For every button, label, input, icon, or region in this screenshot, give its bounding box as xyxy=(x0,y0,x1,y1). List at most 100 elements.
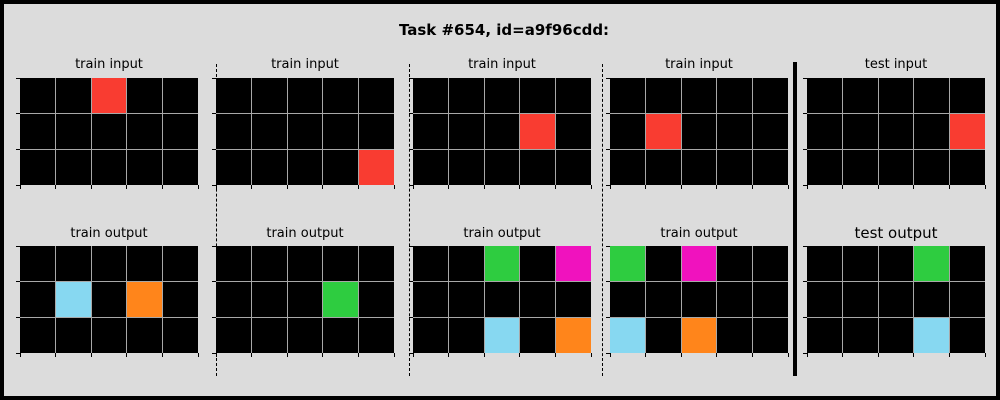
grid-line xyxy=(913,246,915,353)
axis-tick xyxy=(212,77,216,79)
orange-cell xyxy=(681,317,717,353)
red-cell xyxy=(91,78,127,114)
train-input-grid xyxy=(606,77,789,189)
axis-tick xyxy=(806,353,808,357)
grid-line xyxy=(216,316,394,318)
axis-tick xyxy=(212,245,216,247)
axis-tick xyxy=(90,353,92,357)
axis-tick xyxy=(609,353,611,357)
axis-tick xyxy=(212,281,216,283)
grid-line xyxy=(680,78,682,185)
axis-tick xyxy=(215,353,217,357)
grid-line xyxy=(519,78,521,185)
axis-tick xyxy=(842,353,844,357)
grid-line xyxy=(948,78,950,185)
panel-label: train output xyxy=(70,226,148,241)
orange-cell xyxy=(555,317,591,353)
grid-line xyxy=(913,78,915,185)
train-input-grid xyxy=(409,77,592,189)
axis-tick xyxy=(519,353,521,357)
axis-tick xyxy=(409,245,413,247)
grid-line xyxy=(448,246,450,353)
grid-line xyxy=(90,78,92,185)
panel-label: test input xyxy=(864,57,928,72)
grid-line xyxy=(126,246,128,353)
axis-tick xyxy=(913,353,915,357)
grid-line xyxy=(877,78,879,185)
grid-line xyxy=(357,78,359,185)
grid-line xyxy=(286,78,288,185)
axis-tick xyxy=(409,352,413,354)
axis-tick xyxy=(606,184,610,186)
cyan-cell xyxy=(913,317,950,353)
grid-line xyxy=(216,281,394,283)
axis-tick xyxy=(606,245,610,247)
axis-tick xyxy=(787,353,789,357)
grid-line xyxy=(448,78,450,185)
pair-separator xyxy=(602,64,603,376)
grid-line xyxy=(55,78,57,185)
axis-tick xyxy=(409,184,413,186)
grid-line xyxy=(322,246,324,353)
axis-tick xyxy=(803,184,807,186)
grid-line xyxy=(90,246,92,353)
axis-tick xyxy=(16,148,20,150)
grid-line xyxy=(161,246,163,353)
grid-line xyxy=(877,246,879,353)
grid-line xyxy=(807,113,985,115)
red-cell xyxy=(358,149,394,185)
axis-tick xyxy=(16,113,20,115)
axis-tick xyxy=(161,353,163,357)
axis-tick xyxy=(212,148,216,150)
grid-line xyxy=(842,246,844,353)
axis-tick xyxy=(483,353,485,357)
panel-label: train input xyxy=(468,57,536,72)
grid-line xyxy=(357,246,359,353)
green-cell xyxy=(610,246,646,282)
grid-line xyxy=(216,113,394,115)
axis-tick xyxy=(412,353,414,357)
panel-label: train output xyxy=(266,226,344,241)
grid-line xyxy=(716,78,718,185)
grid-line xyxy=(716,246,718,353)
axis-tick xyxy=(409,113,413,115)
grid-line xyxy=(20,316,198,318)
panel-label: train input xyxy=(75,57,143,72)
axis-tick xyxy=(357,185,359,189)
cyan-cell xyxy=(484,317,520,353)
axis-tick xyxy=(606,77,610,79)
axis-tick xyxy=(409,77,413,79)
test-output-grid xyxy=(803,245,986,357)
grid-line xyxy=(807,148,985,150)
red-cell xyxy=(519,113,556,150)
axis-tick xyxy=(16,245,20,247)
axis-tick xyxy=(519,185,521,189)
train-output-grid xyxy=(606,245,789,357)
axis-tick xyxy=(393,185,395,189)
grid-line xyxy=(413,281,591,283)
axis-tick xyxy=(645,353,647,357)
axis-tick xyxy=(606,316,610,318)
train-test-separator xyxy=(793,62,797,376)
axis-tick xyxy=(803,148,807,150)
train-input-grid xyxy=(212,77,395,189)
grid-line xyxy=(20,281,198,283)
axis-tick xyxy=(803,281,807,283)
axis-tick xyxy=(716,353,718,357)
train-output-grid xyxy=(212,245,395,357)
axis-tick xyxy=(606,281,610,283)
panel-label: train output xyxy=(660,226,738,241)
grid-line xyxy=(645,78,647,185)
pair-separator xyxy=(216,64,217,376)
axis-tick xyxy=(251,353,253,357)
axis-tick xyxy=(215,185,217,189)
train-output-grid xyxy=(16,245,199,357)
axis-tick xyxy=(806,185,808,189)
grid-line xyxy=(554,246,556,353)
pair-separator xyxy=(409,64,410,376)
cyan-cell xyxy=(55,281,92,318)
train-output-grid xyxy=(409,245,592,357)
axis-tick xyxy=(212,352,216,354)
orange-cell xyxy=(126,281,163,318)
